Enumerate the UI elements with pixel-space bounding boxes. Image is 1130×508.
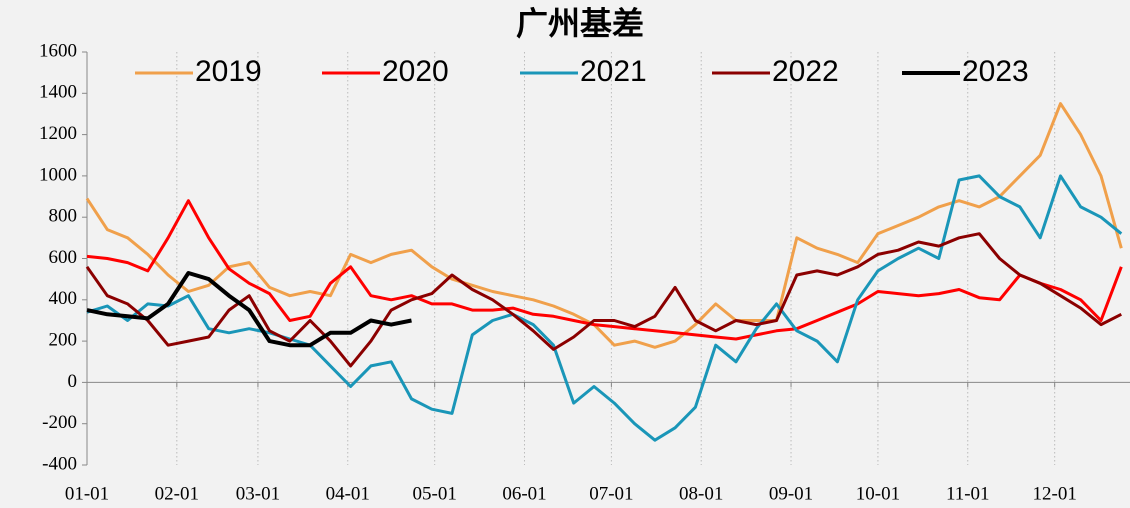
y-tick-label: 200 [49,329,78,350]
x-tick-label: 11-01 [946,483,990,504]
x-tick-label: 10-01 [856,483,900,504]
series-line [85,102,1123,349]
x-tick-label: 04-01 [326,483,370,504]
legend-label: 2019 [195,55,262,88]
x-tick-label: 09-01 [769,483,813,504]
x-tick-label: 03-01 [236,483,280,504]
legend-label: 2022 [772,55,839,88]
y-tick-label: 1400 [39,82,77,103]
y-tick-label: 600 [49,247,78,268]
y-tick-label: 1600 [39,40,77,61]
series-line [86,271,412,348]
y-tick-label: -200 [42,412,77,433]
x-tick-label: 08-01 [679,483,723,504]
y-tick-label: 1200 [39,123,77,144]
legend-label: 2020 [382,55,449,88]
series-line [85,232,1122,368]
series-line [86,174,1123,442]
y-tick-label: 1000 [39,164,77,185]
legend-label: 2023 [962,55,1029,88]
chart-title: 广州基差 [516,5,644,41]
x-tick-label: 12-01 [1033,483,1077,504]
legend-label: 2021 [580,55,647,88]
y-tick-label: 0 [68,371,78,392]
y-tick-label: -400 [42,453,77,474]
x-tick-label: 06-01 [502,483,546,504]
y-tick-label: 400 [49,288,78,309]
y-tick-label: 800 [49,206,78,227]
x-tick-label: 05-01 [413,483,457,504]
x-tick-label: 01-01 [65,483,109,504]
x-tick-label: 07-01 [589,483,633,504]
series-line [86,199,1123,341]
x-tick-label: 02-01 [155,483,199,504]
